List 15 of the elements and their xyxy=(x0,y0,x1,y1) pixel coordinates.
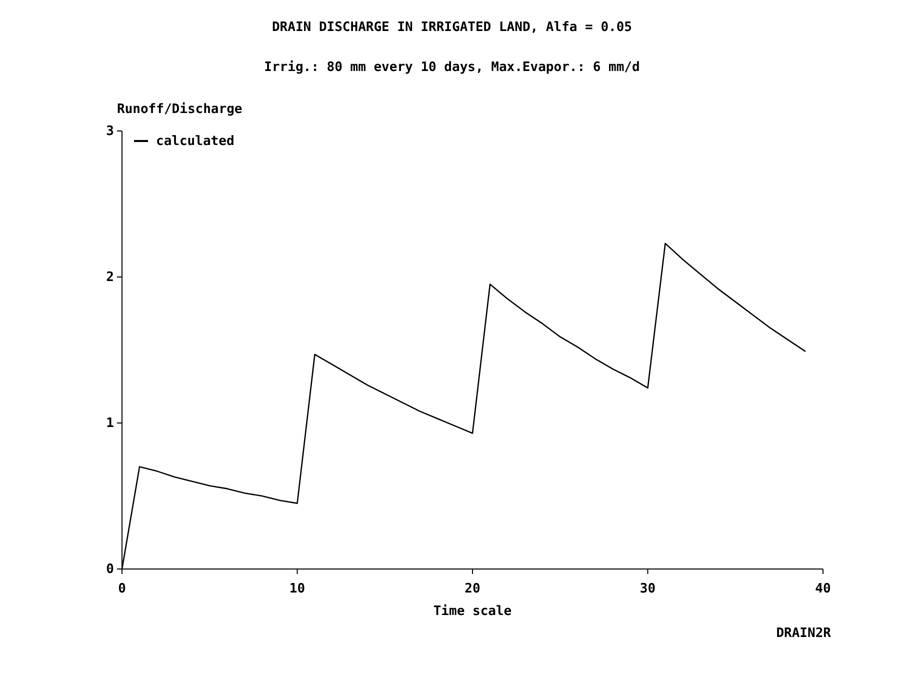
legend-label: calculated xyxy=(156,134,234,149)
chart-title: DRAIN DISCHARGE IN IRRIGATED LAND, Alfa = 0.05 xyxy=(272,20,632,35)
x-tick-label: 40 xyxy=(815,582,831,597)
y-tick-label: 3 xyxy=(106,124,114,140)
x-tick-label: 30 xyxy=(640,582,656,597)
x-tick-label: 10 xyxy=(289,582,306,597)
y-tick-label: 1 xyxy=(106,416,114,432)
y-tick-label: 2 xyxy=(106,270,114,286)
chart-subtitle: Irrig.: 80 mm every 10 days, Max.Evapor.: 6 mm/d xyxy=(264,60,640,75)
x-tick-label: 0 xyxy=(118,582,126,597)
y-tick-label: 0 xyxy=(106,562,114,578)
y-axis-title: Runoff/Discharge xyxy=(117,102,242,117)
text: DRAIN2R xyxy=(776,626,832,641)
x-tick-label: 20 xyxy=(464,582,480,597)
x-axis-title: Time scale xyxy=(433,604,512,619)
